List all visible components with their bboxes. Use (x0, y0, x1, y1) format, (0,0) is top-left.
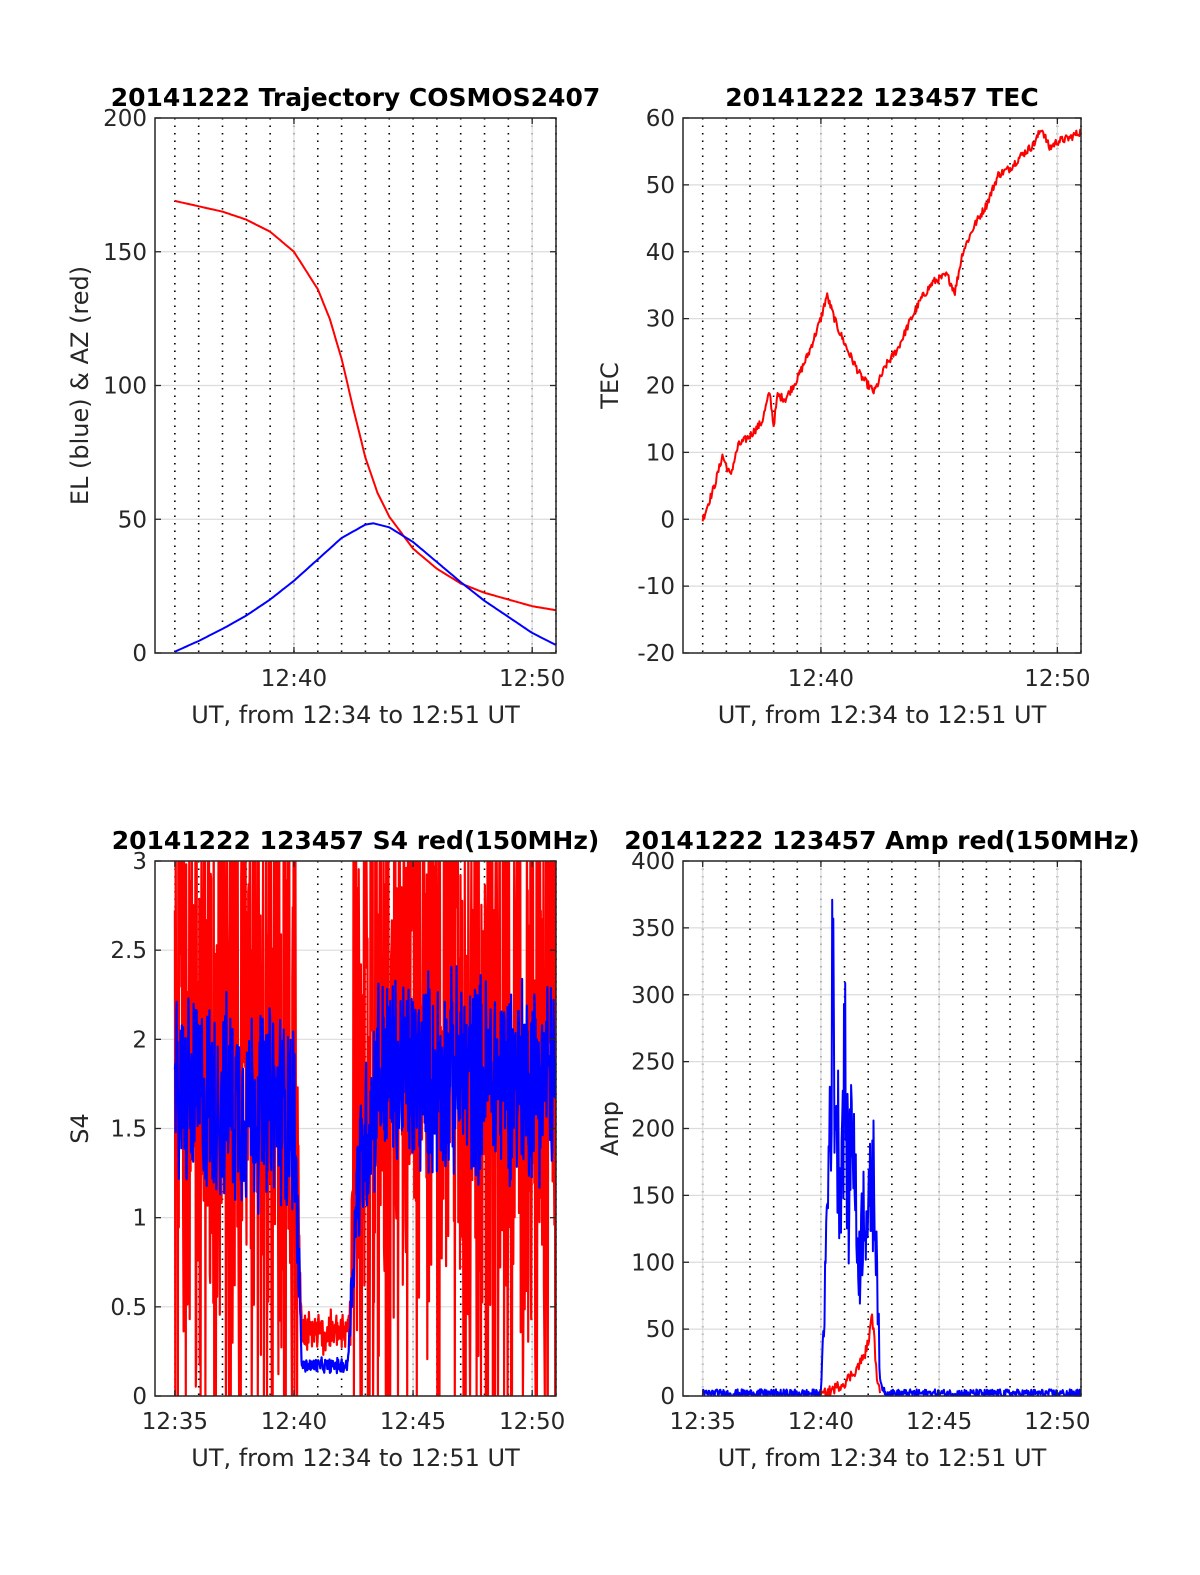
chart-title: 20141222 123457 Amp red(150MHz) (624, 826, 1140, 855)
x-tick-label: 12:50 (499, 1409, 565, 1435)
y-tick-label: 400 (631, 849, 675, 875)
y-tick-label: 2.5 (110, 938, 147, 964)
x-tick-label: 12:45 (380, 1409, 446, 1435)
x-axis-label: UT, from 12:34 to 12:51 UT (718, 1444, 1047, 1472)
y-tick-label: 40 (646, 240, 675, 266)
x-axis-label: UT, from 12:34 to 12:51 UT (718, 701, 1047, 729)
series-group (701, 128, 1081, 522)
y-axis-label: EL (blue) & AZ (red) (66, 266, 94, 505)
x-axis-label: UT, from 12:34 to 12:51 UT (191, 701, 520, 729)
y-tick-label: 150 (103, 240, 147, 266)
y-tick-label: 50 (118, 507, 147, 533)
chart-trajectory: 0 50 100 150 200 12:40 12:50 20141222 Trajector… (66, 83, 600, 729)
y-tick-label: 0 (132, 641, 147, 667)
chart-title: 20141222 Trajectory COSMOS2407 (111, 83, 601, 112)
series-group (173, 861, 556, 1396)
x-tick-label: 12:50 (1024, 666, 1090, 692)
y-tick-label: 0 (660, 1384, 675, 1410)
y-tick-label: 60 (646, 106, 675, 132)
y-tick-label: 3 (132, 849, 147, 875)
series-line (174, 199, 556, 612)
series-line (173, 965, 556, 1375)
y-tick-label: 0 (132, 1384, 147, 1410)
x-tick-label: 12:35 (142, 1409, 208, 1435)
x-tick-label: 12:50 (499, 666, 565, 692)
series-line (819, 1313, 881, 1396)
x-tick-label: 12:40 (261, 1409, 327, 1435)
x-axis-label: UT, from 12:34 to 12:51 UT (191, 1444, 520, 1472)
y-tick-label: 250 (631, 1050, 675, 1076)
chart-s4: 0 0.5 1 1.5 2 2.5 3 12:35 12:40 12:45 12:50 2014122… (66, 826, 600, 1472)
series-line (174, 522, 556, 653)
chart-title: 20141222 123457 TEC (725, 83, 1038, 112)
y-tick-label: 200 (631, 1117, 675, 1143)
x-tick-label: 12:40 (261, 666, 327, 692)
series-line (173, 861, 556, 1396)
y-tick-label: 50 (646, 1317, 675, 1343)
y-axis-label: TEC (596, 362, 624, 410)
y-tick-label: 350 (631, 916, 675, 942)
y-tick-label: 0.5 (110, 1295, 147, 1321)
y-tick-label: 50 (646, 173, 675, 199)
x-tick-label: 12:45 (906, 1409, 972, 1435)
y-tick-label: -10 (637, 574, 675, 600)
x-tick-label: 12:40 (788, 1409, 854, 1435)
y-tick-label: 100 (631, 1250, 675, 1276)
y-tick-label: 300 (631, 983, 675, 1009)
y-tick-label: 20 (646, 374, 675, 400)
series-group (174, 199, 556, 653)
y-tick-label: -20 (637, 641, 675, 667)
chart-tec: -20 -10 0 10 20 30 40 50 60 12:40 12:50 20141222 12… (596, 83, 1091, 729)
y-tick-label: 150 (631, 1183, 675, 1209)
x-tick-label: 12:40 (788, 666, 854, 692)
chart-title: 20141222 123457 S4 red(150MHz) (112, 826, 600, 855)
x-tick-label: 12:35 (670, 1409, 736, 1435)
y-tick-label: 1 (132, 1206, 147, 1232)
series-line (701, 128, 1081, 522)
x-tick-label: 12:50 (1024, 1409, 1090, 1435)
y-tick-label: 200 (103, 106, 147, 132)
y-axis-label: Amp (596, 1101, 624, 1156)
y-tick-label: 0 (660, 507, 675, 533)
y-tick-label: 100 (103, 374, 147, 400)
y-tick-label: 2 (132, 1027, 147, 1053)
y-tick-label: 1.5 (110, 1117, 147, 1143)
y-axis-label: S4 (66, 1113, 94, 1144)
y-tick-label: 30 (646, 307, 675, 333)
y-tick-label: 10 (646, 440, 675, 466)
chart-amp: 0 50 100 150 200 250 300 350 400 12:35 12:40 12:45 1… (596, 826, 1140, 1472)
